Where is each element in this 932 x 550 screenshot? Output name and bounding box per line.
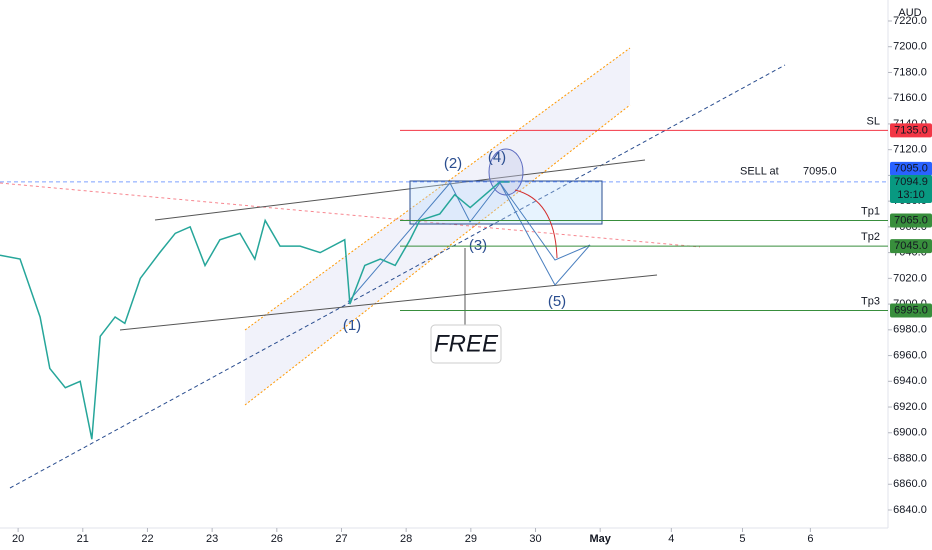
level-name: SL [867,115,880,127]
sell-tag: 7095.0 [894,163,928,175]
y-tick-label: 7120.0 [893,144,927,156]
level-name: Tp3 [861,295,880,307]
wave-path [499,182,591,286]
y-tick-label: 6920.0 [893,401,927,413]
x-tick-label: 20 [12,533,24,545]
price-tag [890,161,932,176]
wave-label: (1) [343,317,361,334]
trend-line [9,64,786,489]
level-label: 6995.0 [894,304,928,316]
y-tick-label: 6880.0 [893,452,927,464]
y-tick-label: 6960.0 [893,349,927,361]
wave-path [347,182,591,303]
box [409,180,603,225]
level-label: 7045.0 [894,240,928,252]
x-tick-label: 21 [77,533,89,545]
price-tag [890,303,932,318]
y-tick-label: 6980.0 [893,324,927,336]
price-line [0,181,510,440]
last-tag [890,174,932,203]
y-tick-label: 7200.0 [893,41,927,53]
note-box [430,324,502,364]
x-tick-label: 4 [668,533,674,545]
wave-label: (5) [548,293,566,310]
x-tick-label: 23 [206,533,218,545]
y-tick-label: 7020.0 [893,272,927,284]
wedge-line [119,274,658,331]
x-tick-label: 26 [271,533,283,545]
y-tick-label: 7160.0 [893,92,927,104]
price-tag [890,123,932,138]
note: FREE [434,330,499,357]
wedge-line [154,159,646,221]
price-tag [890,213,932,228]
currency: AUD [898,7,921,19]
sell-text: SELL at [740,166,779,178]
level-name: Tp2 [861,231,880,243]
y-tick-label: 6860.0 [893,478,927,490]
last-price: 7094.9 [894,176,928,188]
x-tick-label: 22 [141,533,153,545]
x-tick-label: 30 [529,533,541,545]
x-tick-label: 27 [335,533,347,545]
wave-label: (2) [444,155,462,172]
wave-label: (3) [469,237,487,254]
level-label: 7065.0 [894,214,928,226]
channel [245,48,630,405]
y-tick-label: 7220.0 [893,15,927,27]
y-tick-label: 6840.0 [893,504,927,516]
last-time: 13:10 [897,189,925,201]
price-tag [890,239,932,254]
wave-label: (4) [488,149,506,166]
y-tick-label: 6900.0 [893,427,927,439]
y-tick-label: 6940.0 [893,375,927,387]
x-tick-label: 6 [807,533,813,545]
x-tick-label: 5 [739,533,745,545]
sell-value: 7095.0 [803,166,837,178]
level-label: 7135.0 [894,124,928,136]
arrow [514,189,558,259]
x-tick-label: May [589,533,611,545]
x-tick-label: 28 [400,533,412,545]
level-name: Tp1 [861,205,880,217]
y-tick-label: 7180.0 [893,66,927,78]
channel-edge [244,47,631,331]
x-tick-label: 29 [465,533,477,545]
